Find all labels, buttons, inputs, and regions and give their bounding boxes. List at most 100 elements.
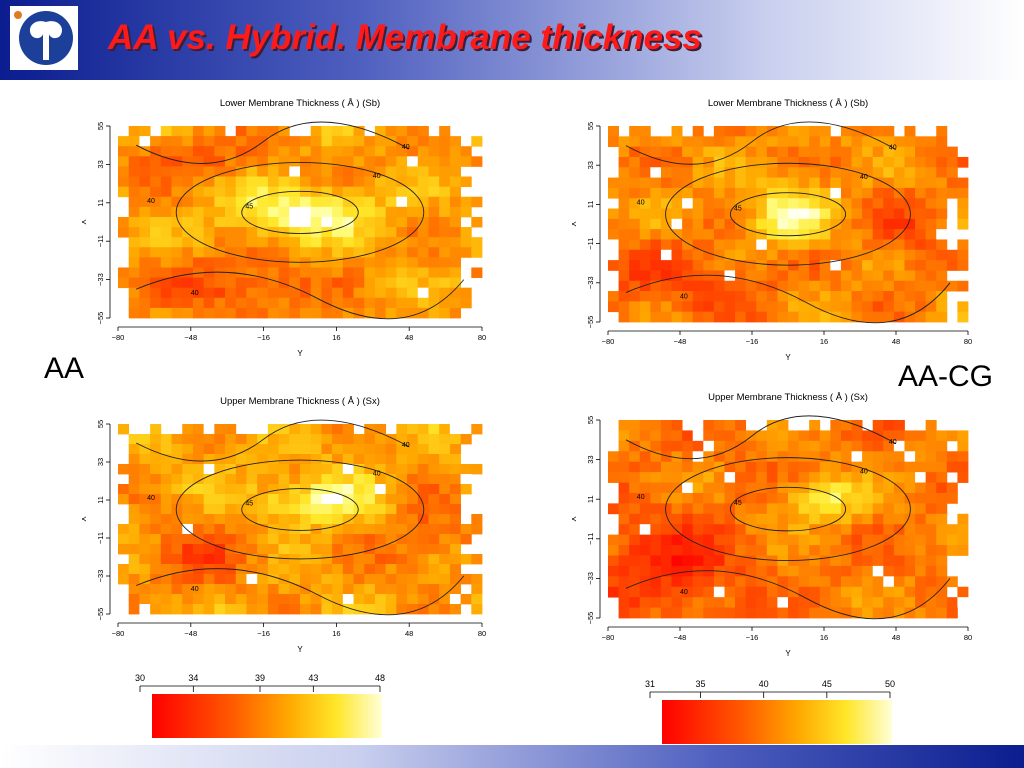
heatmap-cell (713, 167, 725, 178)
heatmap-cell (830, 260, 842, 271)
heatmap-cell (809, 311, 821, 323)
heatmap-cell (862, 597, 874, 608)
heatmap-cell (745, 311, 757, 323)
heatmap-cell (139, 176, 151, 188)
heatmap-cell (735, 301, 747, 313)
heatmap-cell (289, 216, 301, 228)
heatmap-cell (139, 227, 151, 238)
heatmap-cell (756, 534, 768, 546)
heatmap-cell (671, 291, 683, 302)
heatmap-cell (353, 594, 365, 605)
heatmap-cell (289, 524, 301, 535)
heatmap-cell (160, 514, 172, 525)
heatmap-cell (713, 461, 725, 473)
heatmap-cell (946, 177, 958, 189)
heatmap-cell (904, 555, 916, 567)
heatmap-cell (840, 311, 852, 323)
heatmap-cell (321, 524, 333, 535)
heatmap-cell (246, 267, 258, 278)
heatmap-cell (851, 461, 863, 473)
heatmap-cell (766, 280, 778, 292)
heatmap-cell (809, 430, 821, 442)
heatmap-cell (407, 584, 419, 595)
heatmap-cell (257, 277, 269, 289)
heatmap-cell (735, 229, 747, 240)
heatmap-cell (682, 597, 694, 608)
contour-label: 40 (680, 293, 688, 300)
heatmap-cell (872, 156, 884, 168)
heatmap-cell (364, 287, 376, 299)
heatmap-cell (128, 206, 140, 218)
heatmap-cell (745, 534, 757, 546)
heatmap-cell (798, 430, 810, 442)
heatmap-cell (321, 247, 333, 258)
heatmap-cell (925, 555, 937, 567)
heatmap-cell (777, 218, 789, 230)
heatmap-cell (139, 146, 151, 157)
heatmap-cell (225, 186, 237, 198)
heatmap-cell (332, 544, 344, 555)
heatmap-cell (893, 472, 905, 483)
heatmap-cell (171, 216, 183, 228)
heatmap-cell (246, 544, 258, 555)
heatmap-cell (203, 464, 215, 475)
heatmap-cell (618, 311, 630, 323)
heatmap-cell (713, 513, 725, 525)
heatmap-cell (904, 229, 916, 240)
heatmap-cell (639, 472, 651, 483)
heatmap-cell (171, 604, 183, 615)
heatmap-cell (713, 249, 725, 261)
heatmap-cell (840, 586, 852, 598)
heatmap-cell (735, 597, 747, 608)
heatmap-cell (321, 584, 333, 595)
heatmap-cell (214, 574, 226, 585)
heatmap-cell (417, 544, 429, 555)
heatmap-cell (745, 146, 757, 158)
heatmap-cell (809, 136, 821, 148)
heatmap-cell (766, 136, 778, 148)
heatmap-cell (118, 494, 130, 505)
heatmap-cell (766, 177, 778, 189)
heatmap-cell (735, 208, 747, 220)
heatmap-cell (460, 237, 472, 248)
heatmap-cell (160, 176, 172, 188)
heatmap-cell (374, 307, 387, 319)
heatmap-cell (235, 484, 247, 495)
heatmap-cell (385, 494, 397, 505)
heatmap-cell (225, 216, 237, 228)
heatmap-cell (819, 291, 831, 302)
heatmap-cell (342, 267, 354, 278)
heatmap-cell (872, 187, 884, 199)
heatmap-cell (171, 247, 183, 258)
heatmap-cell (150, 444, 162, 455)
heatmap-cell (735, 513, 747, 525)
heatmap-cell (936, 311, 948, 323)
heatmap-cell (225, 494, 237, 505)
heatmap-cell (788, 218, 799, 230)
heatmap-cell (809, 239, 821, 251)
heatmap-cell (819, 126, 831, 137)
colorbar-tick-label: 30 (135, 673, 145, 683)
heatmap-cell (650, 451, 662, 463)
heatmap-cell (819, 472, 831, 483)
heatmap-cell (830, 301, 842, 313)
heatmap-cell (618, 146, 630, 158)
heatmap-cell (629, 545, 641, 556)
heatmap-cell (618, 513, 630, 525)
heatmap-cell (150, 257, 162, 268)
heatmap-cell (851, 472, 863, 483)
heatmap-cell (192, 186, 205, 198)
heatmap-cell (809, 513, 821, 525)
heatmap-cell (235, 464, 247, 475)
heatmap-cell (150, 156, 162, 167)
heatmap-cell (353, 604, 365, 615)
heatmap-cell (618, 218, 630, 230)
heatmap-cell (893, 291, 905, 302)
heatmap-cell (862, 198, 874, 209)
heatmap-cell (417, 494, 429, 505)
heatmap-cell (353, 574, 365, 585)
heatmap-cell (332, 136, 344, 147)
heatmap-cell (332, 227, 344, 238)
heatmap-cell (819, 146, 831, 158)
x-tick-label: 80 (964, 337, 972, 346)
